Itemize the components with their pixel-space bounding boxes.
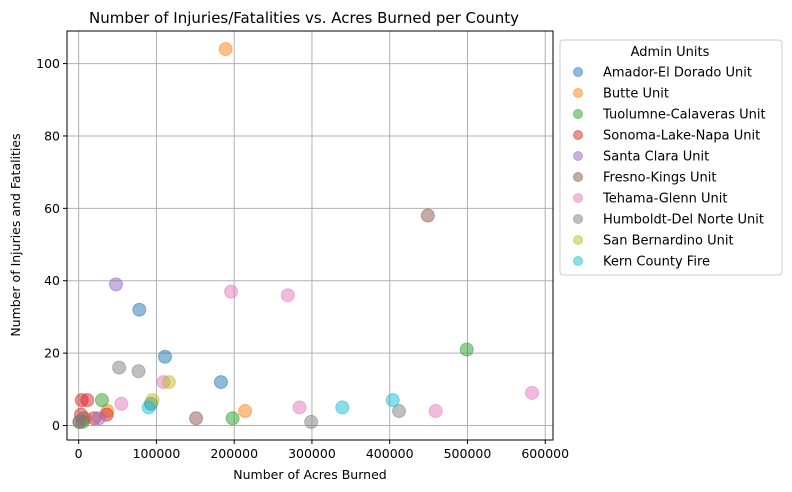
data-point: [94, 393, 109, 408]
data-point: [114, 396, 129, 411]
legend-marker: [573, 172, 583, 182]
x-tick-label: 400000: [366, 446, 414, 461]
data-point: [112, 360, 127, 375]
data-point: [280, 288, 295, 303]
y-tick-label: 0: [52, 418, 60, 433]
data-point: [335, 400, 350, 415]
y-tick-label: 60: [44, 201, 60, 216]
legend-marker: [573, 67, 583, 77]
legend-marker: [573, 151, 583, 161]
legend-marker: [573, 193, 583, 203]
y-tick-label: 20: [44, 346, 60, 361]
legend-marker: [573, 256, 583, 266]
data-point: [292, 400, 307, 415]
data-point: [72, 414, 87, 429]
data-point: [238, 404, 253, 419]
data-point: [225, 411, 240, 426]
data-point: [131, 364, 146, 379]
data-point: [189, 411, 204, 426]
legend-entry: Tuolumne-Calaveras Unit: [602, 108, 766, 123]
y-axis-label: Number of Injuries and Fatalities: [8, 133, 23, 336]
data-points: [72, 42, 540, 429]
x-axis-label: Number of Acres Burned: [233, 467, 386, 482]
legend-entry: Humboldt-Del Norte Unit: [603, 213, 764, 228]
data-point: [459, 342, 474, 357]
data-point: [132, 302, 147, 317]
y-tick-label: 40: [44, 273, 60, 288]
data-point: [525, 385, 540, 400]
chart-title: Number of Injuries/Fatalities vs. Acres …: [89, 9, 519, 27]
legend-entry: Kern County Fire: [603, 255, 710, 270]
legend-entry: Fresno-Kings Unit: [603, 171, 716, 186]
data-point: [218, 42, 233, 57]
y-axis: 0 20 40 60 80 100: [36, 56, 67, 433]
data-point: [428, 404, 443, 419]
legend-frame: [559, 39, 783, 276]
data-point: [304, 414, 319, 429]
grid: [67, 31, 553, 440]
legend-entry: Sonoma-Lake-Napa Unit: [603, 129, 760, 144]
x-tick-label: 0: [75, 446, 83, 461]
legend-entry: Santa Clara Unit: [603, 150, 709, 165]
data-point: [161, 375, 176, 390]
data-point: [392, 404, 407, 419]
x-tick-label: 600000: [521, 446, 569, 461]
legend-marker: [573, 88, 583, 98]
legend-marker: [573, 214, 583, 224]
x-tick-label: 300000: [288, 446, 336, 461]
x-tick-label: 500000: [444, 446, 492, 461]
data-point: [213, 375, 228, 390]
x-axis: 0 100000 200000 300000 400000 500000 600000: [75, 440, 569, 461]
legend-entry: Amador-El Dorado Unit: [603, 66, 752, 81]
x-tick-label: 100000: [133, 446, 181, 461]
legend-entry: Butte Unit: [603, 87, 669, 102]
data-point: [108, 277, 123, 292]
y-tick-label: 100: [36, 56, 60, 71]
data-point: [91, 411, 106, 426]
data-point: [141, 400, 156, 415]
legend-entry: Tehama-Glenn Unit: [602, 192, 728, 207]
legend: Admin Units Amador-El Dorado Unit Butte U…: [559, 39, 783, 276]
data-point: [385, 393, 400, 408]
legend-marker: [573, 130, 583, 140]
y-tick-label: 80: [44, 128, 60, 143]
data-point: [420, 208, 435, 223]
data-point: [80, 393, 95, 408]
legend-marker: [573, 235, 583, 245]
plot-frame: [66, 30, 554, 441]
legend-title: Admin Units: [631, 45, 710, 60]
data-point: [224, 284, 239, 299]
legend-entry: San Bernardino Unit: [603, 234, 734, 249]
legend-marker: [573, 109, 583, 119]
data-point: [157, 349, 172, 364]
x-tick-label: 200000: [210, 446, 258, 461]
